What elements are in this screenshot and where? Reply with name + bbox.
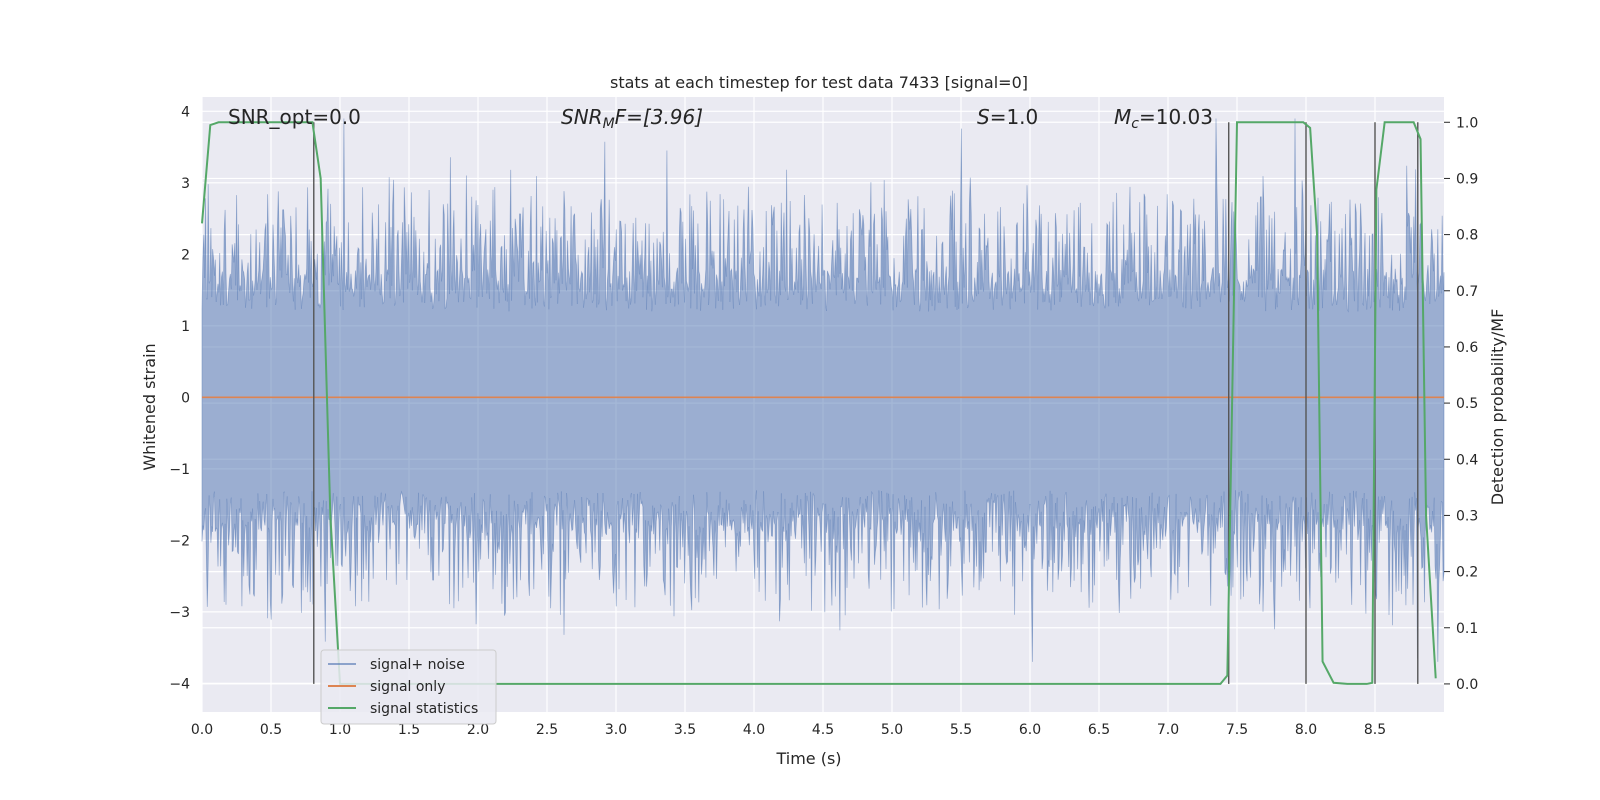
y-tick-label: −4 xyxy=(169,676,190,692)
signal-noise-series xyxy=(201,118,1445,662)
x-tick-label: 4.0 xyxy=(743,722,765,738)
x-tick-label: 0.0 xyxy=(191,722,213,738)
legend-box xyxy=(320,649,497,725)
mc-var: M xyxy=(1114,105,1131,129)
legend-label-signal-statistics: signal statistics xyxy=(370,701,478,717)
y-right-axis-label: Detection probability/MF xyxy=(1488,309,1507,506)
y-right-tick-label: 0.1 xyxy=(1456,621,1478,637)
y-right-tick-label: 0.6 xyxy=(1456,340,1478,356)
x-tick-label: 2.0 xyxy=(467,722,489,738)
x-tick-label: 0.5 xyxy=(260,722,282,738)
x-tick-label: 8.5 xyxy=(1364,722,1386,738)
legend-label-signal-only: signal only xyxy=(370,679,445,695)
y-right-tick-label: 0.2 xyxy=(1456,565,1478,581)
x-axis-ticks: 0.0 0.5 1.0 1.5 2.0 2.5 3.0 3.5 4.0 4.5 5.0 5.5 6.0 6… xyxy=(191,722,1386,738)
s-var: S xyxy=(977,105,990,129)
y-tick-label: 2 xyxy=(181,247,190,263)
y-axis-ticks: −4 −3 −2 −1 0 1 2 3 4 xyxy=(169,104,190,692)
x-tick-label: 4.5 xyxy=(812,722,834,738)
x-tick-label: 1.0 xyxy=(329,722,351,738)
x-tick-label: 7.0 xyxy=(1157,722,1179,738)
x-tick-label: 3.5 xyxy=(674,722,696,738)
x-tick-label: 5.0 xyxy=(881,722,903,738)
y-tick-label: −1 xyxy=(169,462,190,478)
x-tick-label: 7.5 xyxy=(1226,722,1248,738)
y-right-axis-ticks: 0.0 0.1 0.2 0.3 0.4 0.5 0.6 0.7 0.8 0.9 1.0 xyxy=(1444,115,1478,693)
y-right-tick-label: 0.4 xyxy=(1456,452,1478,468)
y-right-tick-label: 0.9 xyxy=(1456,171,1478,187)
y-right-tick-label: 0.3 xyxy=(1456,508,1478,524)
y-tick-label: 0 xyxy=(181,390,190,406)
signal-statistics-line xyxy=(201,121,1437,685)
annotation-mc: Mc=10.03 xyxy=(1114,105,1213,132)
signal-statistics-series xyxy=(201,121,1437,685)
x-tick-label: 6.0 xyxy=(1019,722,1041,738)
y-tick-label: 1 xyxy=(181,319,190,335)
mc-value: =10.03 xyxy=(1139,105,1213,129)
snr-mf-var: SNR xyxy=(561,105,603,129)
x-tick-label: 2.5 xyxy=(536,722,558,738)
y-tick-label: 3 xyxy=(181,176,190,192)
y-axis-label: Whitened strain xyxy=(140,343,159,470)
y-tick-label: −3 xyxy=(169,605,190,621)
legend-label-signal-noise: signal+ noise xyxy=(370,657,465,673)
annotation-snr-opt: SNR_opt=0.0 xyxy=(228,105,361,129)
annotation-s: S=1.0 xyxy=(977,105,1038,129)
x-axis-label: Time (s) xyxy=(775,749,841,768)
x-tick-label: 5.5 xyxy=(950,722,972,738)
y-right-tick-label: 0.7 xyxy=(1456,284,1478,300)
legend: signal+ noise signal only signal statist… xyxy=(320,649,497,725)
y-tick-label: −2 xyxy=(169,533,190,549)
signal-noise-band xyxy=(201,118,1445,662)
x-tick-label: 8.0 xyxy=(1295,722,1317,738)
chart-title: stats at each timestep for test data 743… xyxy=(610,73,1028,92)
y-right-tick-label: 1.0 xyxy=(1456,115,1478,131)
x-tick-label: 6.5 xyxy=(1088,722,1110,738)
s-value: =1.0 xyxy=(990,105,1039,129)
y-right-tick-label: 0.8 xyxy=(1456,228,1478,244)
snr-mf-sub: M xyxy=(603,116,615,132)
y-right-tick-label: 0.5 xyxy=(1456,396,1478,412)
x-tick-label: 1.5 xyxy=(398,722,420,738)
y-tick-label: 4 xyxy=(181,104,190,120)
x-tick-label: 3.0 xyxy=(605,722,627,738)
mc-sub: c xyxy=(1131,116,1139,132)
annotation-snr-mf: SNRMF=[3.96] xyxy=(561,105,703,132)
snr-mf-suffix: F=[3.96] xyxy=(615,105,703,129)
y-right-tick-label: 0.0 xyxy=(1456,677,1478,693)
